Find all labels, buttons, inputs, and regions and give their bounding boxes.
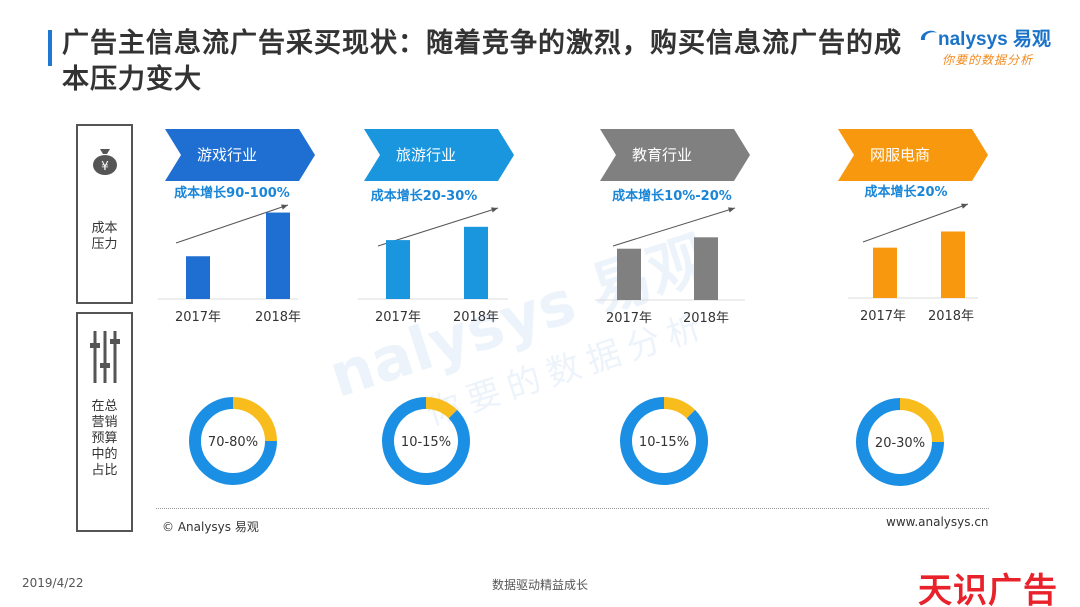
bar-travel-2018	[464, 226, 488, 299]
donut-slice-ecommerce-remainder	[856, 398, 944, 486]
report-date: 2019/4/22	[22, 576, 84, 590]
industry-card-label-education: 教育行业	[632, 146, 692, 164]
money-bag-icon: ¥	[93, 149, 117, 175]
cost-growth-label-ecommerce: 成本增长20%	[864, 184, 947, 200]
trend-arrow-ecommerce	[862, 203, 969, 243]
logo-slogan: 你要的数据分析	[942, 53, 1034, 67]
donut-slice-education-share	[663, 397, 696, 419]
budget-share-row-header: 在总营销预算中的占比	[76, 312, 133, 532]
industry-card-travel	[364, 129, 514, 181]
bar-game-2017	[186, 256, 210, 299]
trend-arrow-education	[612, 207, 736, 247]
bar-travel-2017	[386, 240, 410, 299]
copyright-text: © Analysys 易观	[162, 520, 259, 534]
bar-game-2018	[266, 212, 290, 299]
industry-card-label-ecommerce: 网服电商	[870, 146, 930, 164]
donut-slice-travel-remainder	[382, 397, 470, 485]
footer-slogan: 数据驱动精益成长	[491, 578, 588, 592]
bar-education-2018	[694, 237, 718, 300]
tick-label-game-2017: 2017年	[175, 310, 221, 325]
donut-slice-travel-share	[425, 397, 458, 419]
trend-arrowhead-game	[281, 204, 288, 210]
equalizer-sliders-icon	[90, 331, 120, 383]
trend-arrow-travel	[377, 207, 499, 247]
donut-slice-game-remainder	[189, 397, 277, 485]
brand-stamp: 天识广告	[918, 571, 1058, 607]
footer-divider	[156, 508, 989, 509]
tick-label-travel-2017: 2017年	[375, 310, 421, 325]
trend-arrow-game	[175, 204, 289, 244]
donut-slice-ecommerce-share	[899, 398, 944, 443]
title-accent-bar	[48, 30, 52, 66]
analysys-logo: nalysys 易观 你要的数据分析	[918, 24, 1063, 72]
donut-slice-game-share	[232, 397, 277, 442]
logo-wordmark: nalysys 易观	[938, 29, 1051, 50]
trend-arrowhead-ecommerce	[961, 203, 968, 209]
tick-label-education-2017: 2017年	[606, 311, 652, 326]
tick-label-game-2018: 2018年	[255, 310, 301, 325]
donut-slice-education-remainder	[620, 397, 708, 485]
donut-label-game: 70-80%	[208, 435, 258, 450]
industry-card-label-game: 游戏行业	[197, 146, 257, 164]
bar-ecommerce-2018	[941, 231, 965, 298]
tick-label-education-2018: 2018年	[683, 311, 729, 326]
industry-card-game	[165, 129, 315, 181]
donut-label-education: 10-15%	[639, 435, 689, 450]
donut-label-travel: 10-15%	[401, 435, 451, 450]
budget-share-label: 在总营销预算中的占比	[91, 399, 118, 478]
tick-label-ecommerce-2017: 2017年	[860, 309, 906, 324]
cost-growth-label-game: 成本增长90-100%	[174, 185, 290, 201]
trend-arrowhead-travel	[491, 207, 498, 213]
logo-swoosh-icon	[920, 30, 937, 40]
tick-label-travel-2018: 2018年	[453, 310, 499, 325]
svg-text:¥: ¥	[101, 159, 109, 173]
bar-ecommerce-2017	[873, 247, 897, 298]
cost-growth-label-travel: 成本增长20-30%	[371, 188, 478, 204]
website-link[interactable]: www.analysys.cn	[886, 515, 989, 529]
industry-card-ecommerce	[838, 129, 988, 181]
industry-card-label-travel: 旅游行业	[396, 146, 456, 164]
tick-label-ecommerce-2018: 2018年	[928, 309, 974, 324]
cost-growth-label-education: 成本增长10%-20%	[612, 188, 732, 204]
bar-education-2017	[617, 248, 641, 300]
cost-pressure-label: 成本压力	[91, 221, 118, 252]
cost-pressure-row-header: ¥ 成本压力	[76, 124, 133, 304]
industry-card-education	[600, 129, 750, 181]
donut-label-ecommerce: 20-30%	[875, 436, 925, 451]
page-title: 广告主信息流广告采买现状：随着竞争的激烈，购买信息流广告的成本压力变大	[62, 28, 902, 95]
trend-arrowhead-education	[728, 207, 735, 213]
